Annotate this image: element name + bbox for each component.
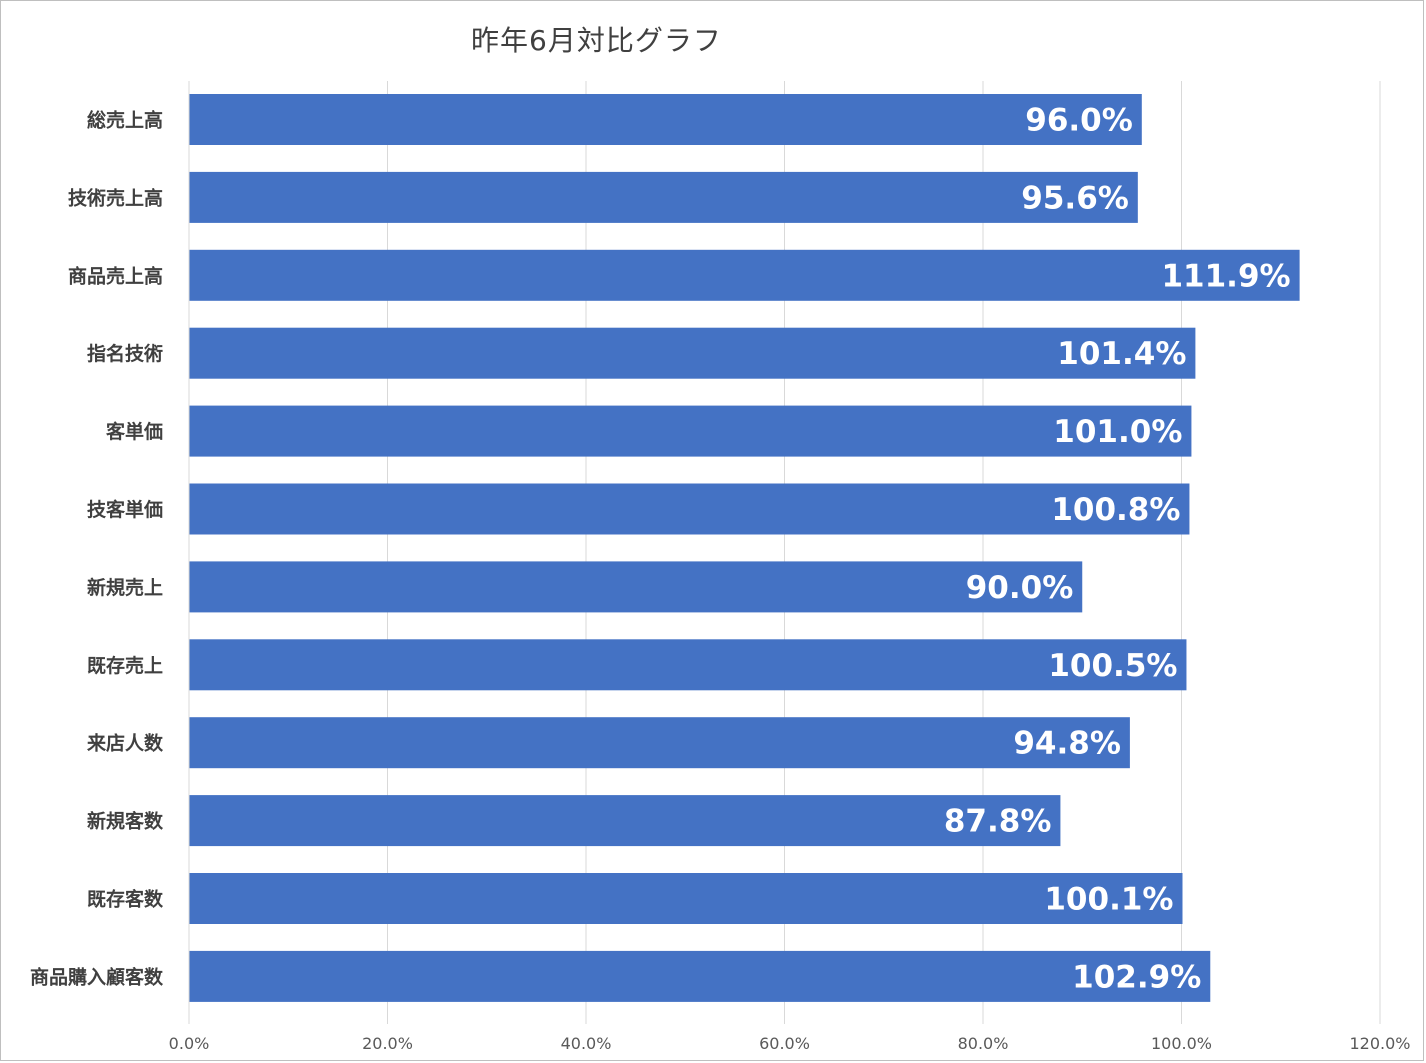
x-tick-label: 0.0% (169, 1034, 210, 1053)
category-label: 既存売上 (87, 654, 163, 677)
data-label: 96.0% (1025, 103, 1133, 139)
bar (189, 639, 1187, 691)
category-label: 新規客数 (87, 810, 164, 833)
data-label: 90.0% (966, 570, 1074, 606)
bar (189, 561, 1083, 613)
x-tick-label: 100.0% (1151, 1034, 1212, 1053)
data-label: 101.4% (1057, 336, 1186, 372)
category-label: 商品購入顧客数 (30, 965, 164, 988)
category-label: 既存客数 (87, 888, 164, 911)
data-label: 94.8% (1013, 726, 1121, 762)
bar (189, 483, 1190, 535)
data-label: 101.0% (1053, 414, 1182, 450)
bar (189, 795, 1061, 847)
category-label: 指名技術 (87, 342, 163, 365)
bar (189, 405, 1192, 457)
x-tick-label: 80.0% (958, 1034, 1009, 1053)
data-label: 100.8% (1051, 492, 1180, 528)
category-label: 来店人数 (87, 732, 164, 755)
bar (189, 873, 1183, 924)
x-tick-label: 60.0% (759, 1034, 810, 1053)
category-label: 新規売上 (87, 576, 163, 599)
data-label: 102.9% (1072, 959, 1201, 995)
data-label: 87.8% (944, 804, 1052, 840)
bar (189, 717, 1130, 769)
x-tick-label: 120.0% (1349, 1034, 1410, 1053)
bar (189, 950, 1211, 1002)
bar (189, 94, 1142, 145)
category-label: 技客単価 (87, 498, 163, 521)
data-label: 95.6% (1021, 180, 1129, 216)
category-label: 技術売上高 (68, 186, 163, 209)
bar (189, 327, 1196, 379)
category-label: 客単価 (106, 420, 163, 443)
x-tick-label: 40.0% (561, 1034, 612, 1053)
category-label: 商品売上高 (68, 264, 163, 287)
data-label: 100.1% (1044, 882, 1173, 918)
data-label: 111.9% (1161, 258, 1290, 294)
x-tick-label: 20.0% (362, 1034, 413, 1053)
data-label: 100.5% (1048, 648, 1177, 684)
chart-title: 昨年6月対比グラフ (471, 24, 722, 57)
category-label: 総売上高 (87, 109, 163, 132)
bar (189, 171, 1138, 223)
bar (189, 249, 1300, 301)
